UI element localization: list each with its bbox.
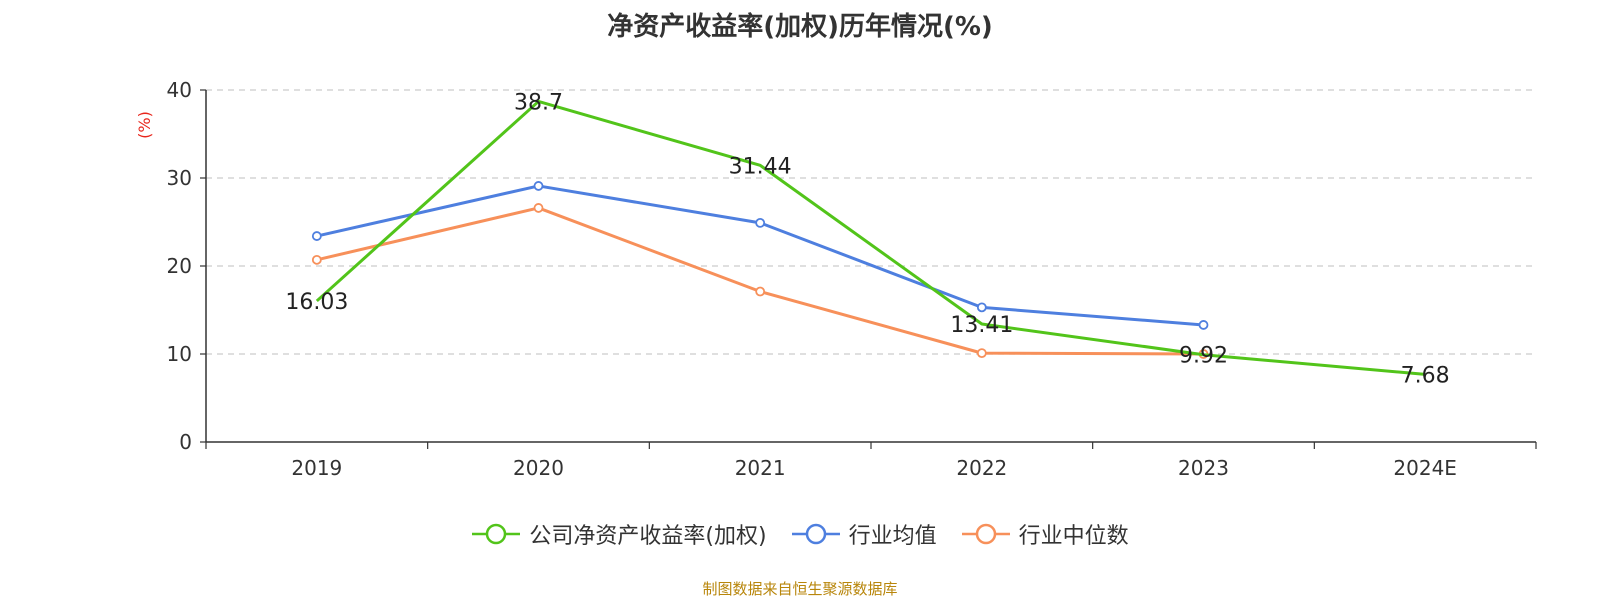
y-axis-label: (%) bbox=[135, 111, 154, 139]
chart-title: 净资产收益率(加权)历年情况(%) bbox=[607, 12, 993, 42]
data-label: 9.92 bbox=[1179, 344, 1228, 369]
legend: 公司净资产收益率(加权) 行业均值 行业中位数 bbox=[0, 518, 1600, 550]
series-line bbox=[316, 184, 1204, 327]
data-point bbox=[311, 231, 322, 241]
data-point bbox=[976, 348, 987, 359]
y-tick-label: 40 bbox=[167, 78, 192, 102]
x-tick-label: 2021 bbox=[735, 456, 786, 480]
x-tick-label: 2019 bbox=[291, 456, 342, 480]
x-tick-label: 2022 bbox=[956, 456, 1007, 480]
data-point bbox=[1198, 320, 1209, 330]
legend-marker-icon bbox=[961, 523, 1010, 545]
series-line bbox=[315, 99, 1426, 376]
series-line bbox=[316, 206, 1204, 356]
source-note: 制图数据来自恒生聚源数据库 bbox=[702, 580, 898, 598]
data-point bbox=[533, 203, 544, 213]
line-chart: 0 10 20 30 40 (%) 2019 2020 2021 2022 2023 2024E 16.… bbox=[135, 78, 1537, 480]
data-label: 31.44 bbox=[729, 154, 792, 179]
data-label: 13.41 bbox=[950, 313, 1013, 338]
x-tick-label: 2023 bbox=[1178, 456, 1229, 480]
data-point bbox=[755, 217, 766, 228]
legend-item[interactable]: 行业中位数 bbox=[961, 518, 1129, 550]
data-label: 38.7 bbox=[514, 90, 563, 115]
legend-label: 行业均值 bbox=[848, 524, 937, 549]
legend-item[interactable]: 行业均值 bbox=[791, 518, 937, 550]
x-tick-label: 2020 bbox=[513, 456, 564, 480]
legend-marker-icon bbox=[791, 523, 840, 545]
data-point bbox=[533, 181, 544, 191]
data-point bbox=[311, 254, 322, 265]
y-tick-label: 30 bbox=[167, 166, 192, 190]
legend-marker-icon bbox=[472, 523, 521, 545]
data-label: 7.68 bbox=[1401, 363, 1450, 388]
data-label: 16.03 bbox=[285, 290, 348, 315]
y-tick-label: 10 bbox=[167, 342, 192, 366]
x-tick-label: 2024E bbox=[1393, 456, 1457, 480]
y-tick-label: 20 bbox=[167, 254, 192, 278]
legend-item[interactable]: 公司净资产收益率(加权) bbox=[471, 518, 767, 550]
data-point bbox=[976, 302, 987, 313]
y-tick-label: 0 bbox=[179, 430, 192, 454]
legend-label: 行业中位数 bbox=[1018, 524, 1129, 549]
legend-label: 公司净资产收益率(加权) bbox=[529, 524, 767, 549]
data-point bbox=[755, 286, 766, 297]
